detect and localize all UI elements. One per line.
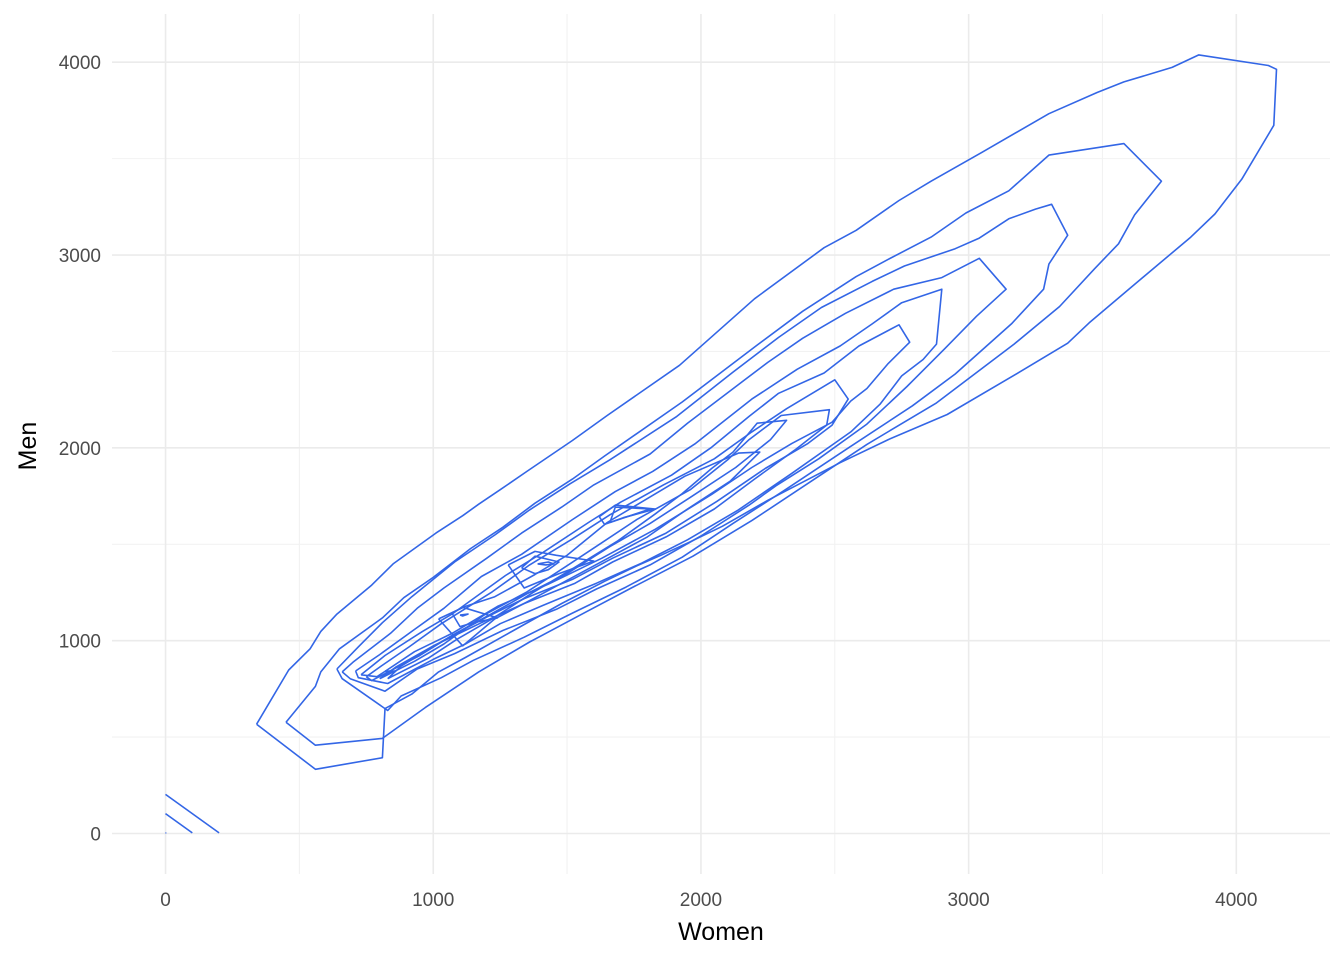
contour-line-19 xyxy=(165,793,220,834)
contour-line-6 xyxy=(360,323,911,678)
y-axis-ticks: 0 1000 2000 3000 4000 xyxy=(59,53,101,845)
y-tick-label: 4000 xyxy=(59,53,101,74)
y-tick-label: 3000 xyxy=(59,246,101,267)
contour-line-14 xyxy=(537,561,555,566)
y-axis-title: Men xyxy=(14,422,42,471)
contour-line-12 xyxy=(507,550,595,589)
contour-line-1 xyxy=(255,54,1278,771)
x-tick-label: 4000 xyxy=(1215,890,1257,911)
y-tick-label: 0 xyxy=(90,825,101,846)
contour-lines xyxy=(165,54,1278,834)
contour-line-16 xyxy=(609,506,651,524)
contour-line-5 xyxy=(354,288,943,685)
contour-line-4 xyxy=(341,257,1007,693)
contour-line-20 xyxy=(165,812,193,834)
y-tick-label: 2000 xyxy=(59,439,101,460)
contour-line-13 xyxy=(521,555,560,575)
contour-line-7 xyxy=(365,378,850,682)
x-tick-label: 1000 xyxy=(412,890,454,911)
contour-line-17 xyxy=(459,613,469,617)
x-tick-label: 0 xyxy=(160,890,171,911)
x-tick-label: 2000 xyxy=(680,890,722,911)
x-tick-label: 3000 xyxy=(947,890,989,911)
y-tick-label: 1000 xyxy=(59,632,101,653)
major-gridlines xyxy=(112,14,1330,874)
contour-line-10 xyxy=(438,451,761,647)
x-axis-title: Women xyxy=(678,918,764,946)
minor-gridlines xyxy=(112,14,1330,874)
contour-line-3 xyxy=(336,203,1069,712)
contour-line-18 xyxy=(384,670,397,674)
contour-line-2 xyxy=(285,142,1163,747)
contour-line-11 xyxy=(451,606,499,628)
x-axis-ticks: 0 1000 2000 3000 4000 xyxy=(160,890,1257,911)
